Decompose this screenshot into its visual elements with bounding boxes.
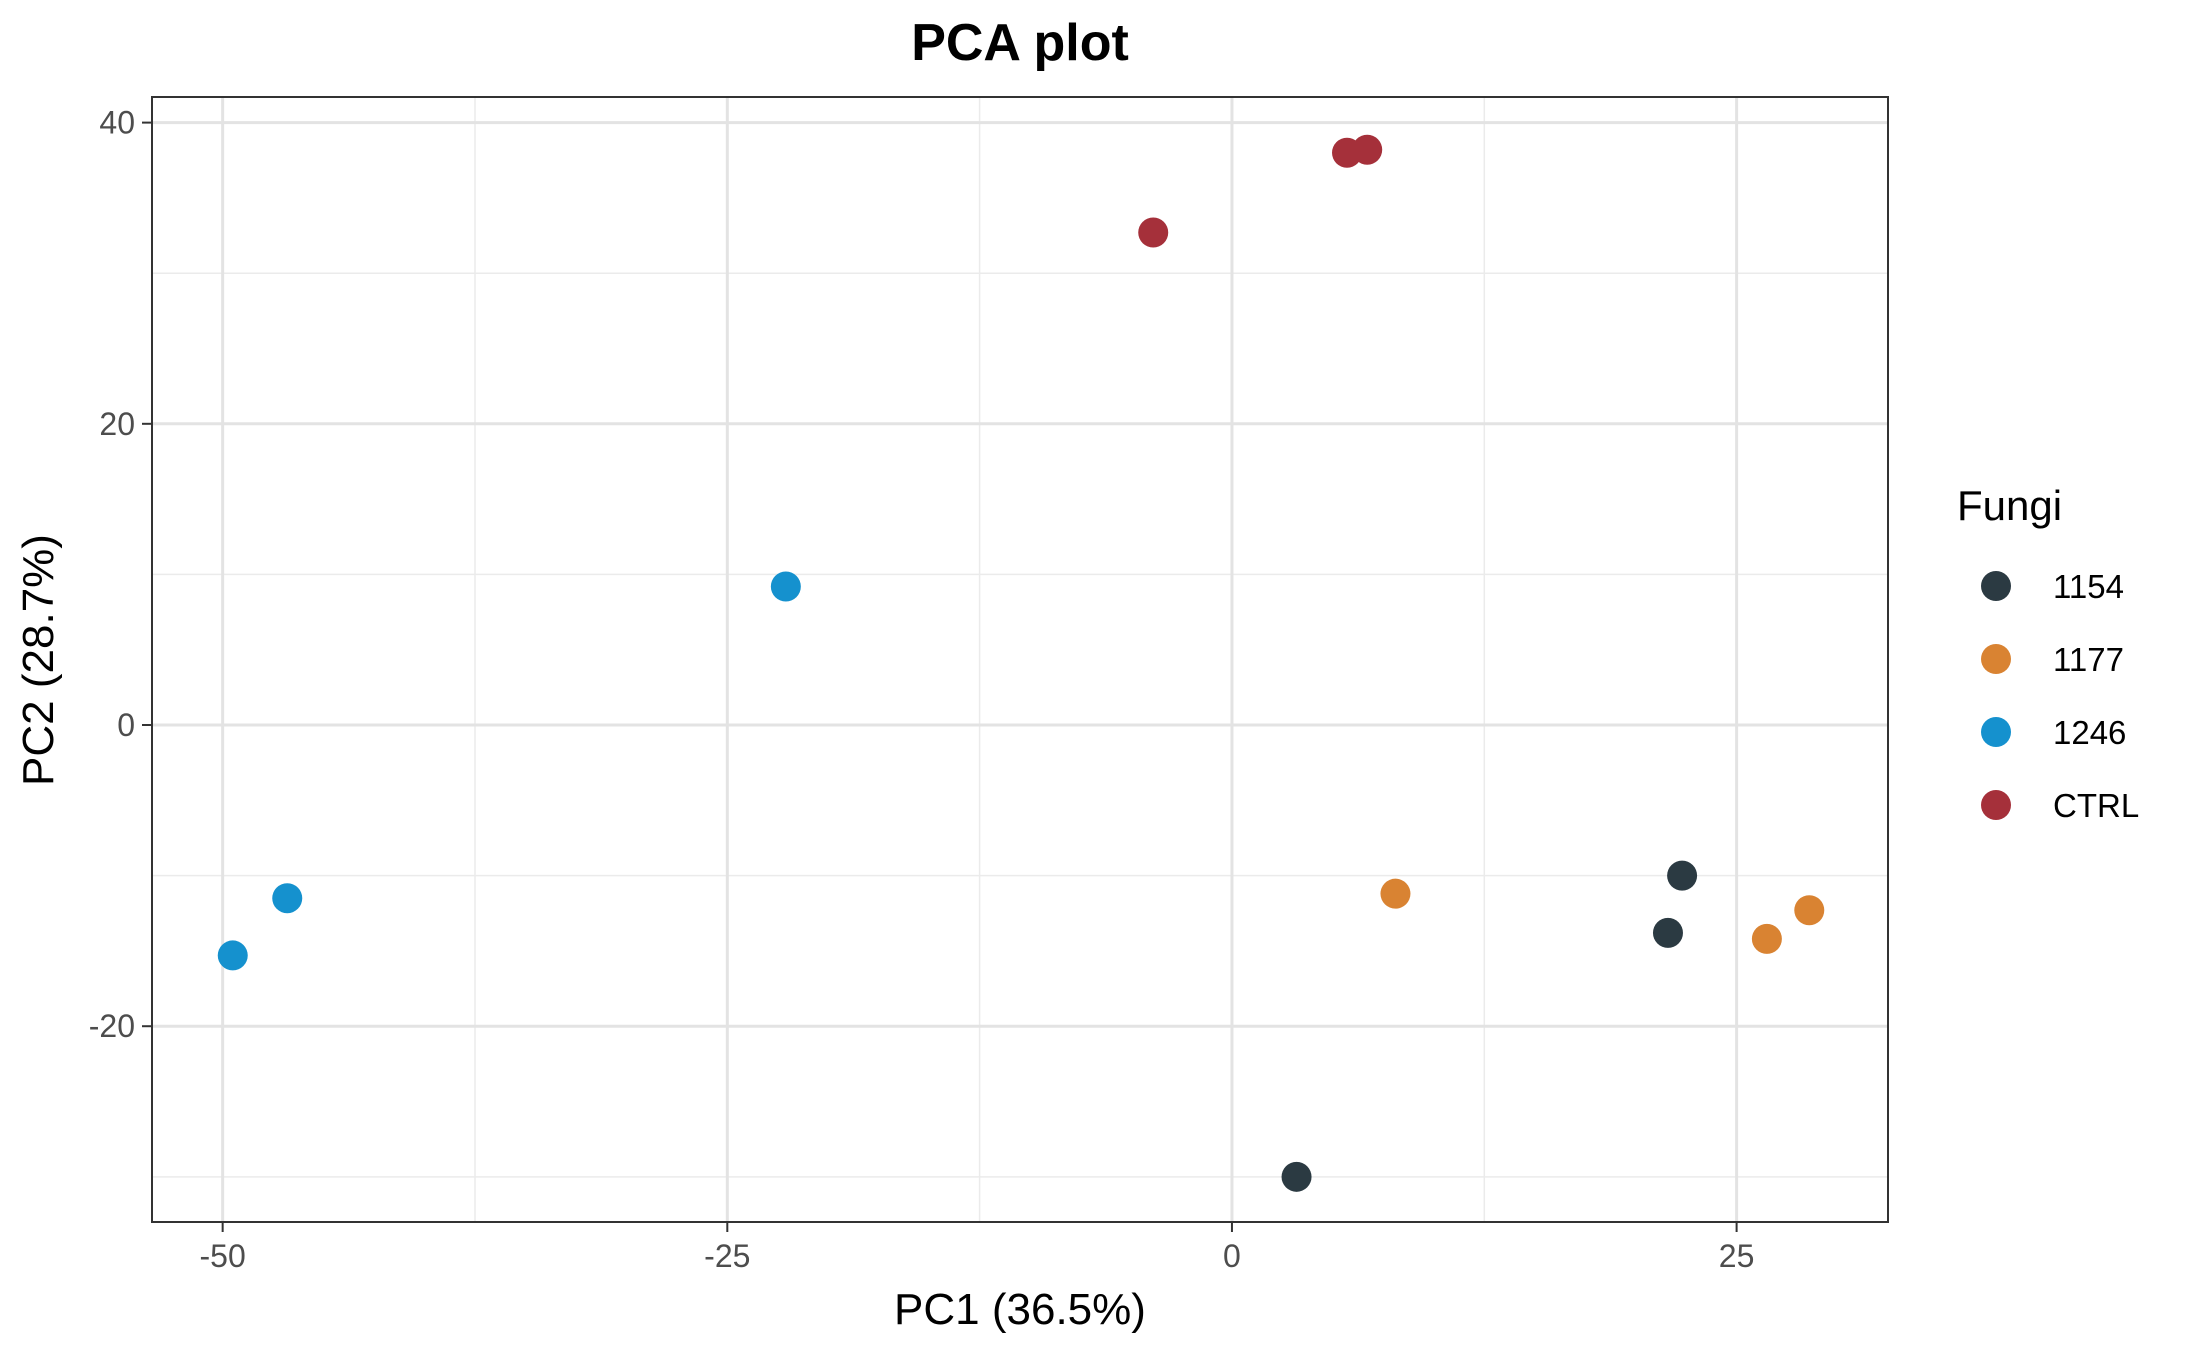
data-point-1246 — [217, 940, 248, 971]
legend-label: 1177 — [2053, 641, 2124, 678]
legend-key-1154 — [1981, 571, 2011, 601]
legend-item-1154: 1154 — [1981, 568, 2124, 605]
legend-key-1246 — [1981, 717, 2011, 747]
legend-label: 1154 — [2053, 568, 2124, 605]
data-point-1246 — [770, 571, 801, 602]
x-axis-ticks: -50 -25 0 25 — [200, 1222, 1755, 1274]
legend-item-1177: 1177 — [1981, 641, 2124, 678]
y-tick-label: 20 — [99, 406, 135, 442]
x-axis-title: PC1 (36.5%) — [894, 1285, 1146, 1334]
data-point-1177 — [1751, 923, 1782, 954]
x-tick-label: -50 — [200, 1238, 246, 1274]
plot-panel-border — [151, 96, 1889, 1223]
legend-item-1246: 1246 — [1981, 714, 2126, 751]
x-tick-label: 0 — [1223, 1238, 1241, 1274]
legend: Fungi 1154 1177 1246 CTRL — [1957, 482, 2139, 824]
x-tick-label: -25 — [704, 1238, 750, 1274]
data-point-1154 — [1667, 860, 1698, 891]
legend-key-1177 — [1981, 644, 2011, 674]
y-axis-ticks: -20 0 20 40 — [89, 105, 152, 1044]
data-point-1154 — [1281, 1161, 1312, 1192]
y-tick-label: 40 — [99, 105, 135, 141]
y-tick-label: -20 — [89, 1008, 135, 1044]
data-point-ctrl — [1352, 134, 1383, 165]
x-tick-label: 25 — [1719, 1238, 1755, 1274]
data-point-1177 — [1794, 895, 1825, 926]
legend-item-ctrl: CTRL — [1981, 787, 2139, 824]
data-point-1154 — [1652, 917, 1683, 948]
legend-items: 1154 1177 1246 CTRL — [1981, 568, 2139, 824]
chart-title: PCA plot — [911, 14, 1129, 72]
data-point-1246 — [272, 883, 303, 914]
data-point-1177 — [1380, 878, 1411, 909]
y-tick-label: 0 — [117, 707, 135, 743]
data-points — [217, 134, 1825, 1192]
gridlines — [152, 97, 1888, 1222]
data-point-ctrl — [1138, 217, 1169, 248]
legend-label: CTRL — [2053, 787, 2139, 824]
legend-key-ctrl — [1981, 790, 2011, 820]
legend-label: 1246 — [2053, 714, 2126, 751]
legend-title: Fungi — [1957, 482, 2062, 529]
y-axis-title: PC2 (28.7%) — [14, 534, 63, 786]
